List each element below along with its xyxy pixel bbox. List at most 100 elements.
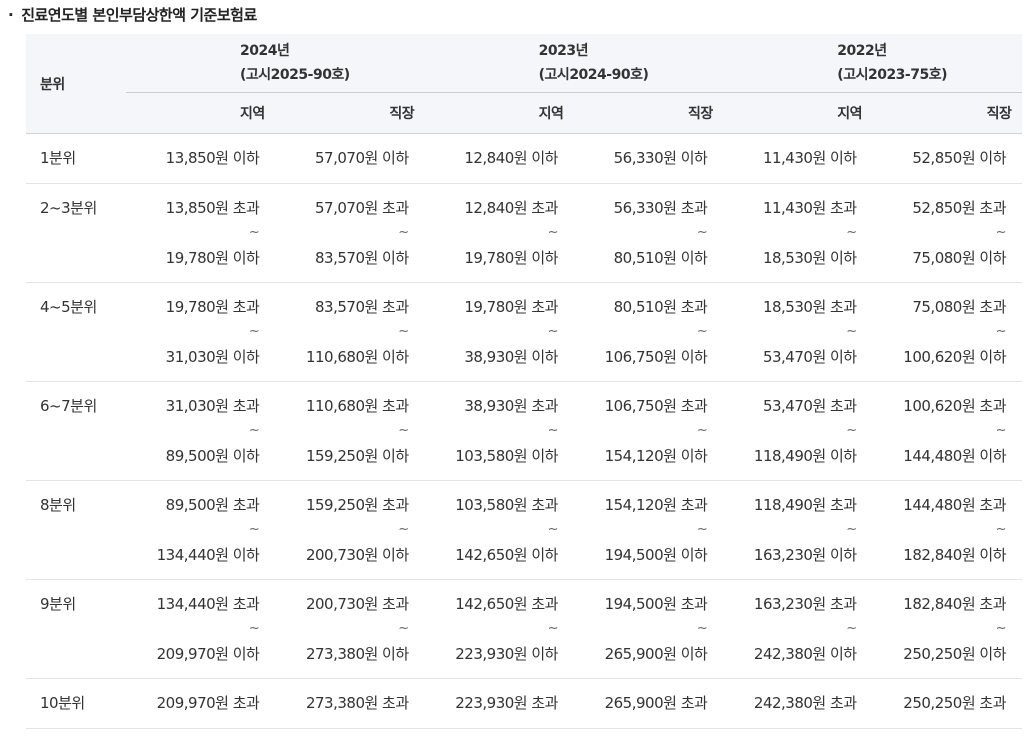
bunwi-label: 6~7분위 (40, 397, 97, 415)
range-separator: ~ (846, 522, 857, 537)
range-separator: ~ (398, 621, 409, 636)
range-end-value: 19,780원 이하 (464, 249, 558, 267)
value-cell: 83,570원 초과 ~110,680원 이하 (275, 282, 425, 382)
value-cell: 53,470원 초과 ~118,490원 이하 (723, 381, 873, 481)
range-start-value: 182,840원 초과 (903, 595, 1006, 613)
value-cell: 56,330원 초과 ~80,510원 이하 (573, 183, 724, 283)
range-end-value: 110,680원 이하 (305, 348, 409, 366)
range-separator: ~ (248, 225, 260, 240)
value-cell: 144,480원 초과 ~182,840원 이하 (872, 480, 1022, 580)
range-separator: ~ (398, 423, 409, 438)
year-label: 2023년 (538, 43, 589, 59)
range-separator: ~ (696, 423, 708, 438)
range-end-value: 265,900원 이하 (604, 645, 708, 663)
range-end-value: 118,490원 이하 (753, 447, 857, 465)
range-end-value: 200,730원 이하 (305, 546, 409, 564)
row-label-bunwi: 6~7분위 (26, 381, 127, 481)
range-end-value: 142,650원 이하 (455, 546, 558, 564)
range-start-value: 110,680원 초과 (305, 397, 409, 415)
range-end-value: 182,840원 이하 (903, 546, 1006, 564)
value-cell: 154,120원 초과 ~194,500원 이하 (573, 480, 724, 580)
range-start-value: 13,850원 이하 (165, 149, 260, 167)
range-end-value: 80,510원 이하 (613, 249, 708, 267)
bunwi-label: 8분위 (40, 496, 76, 514)
range-end-value: 223,930원 이하 (455, 645, 558, 663)
section-title: · 진료연도별 본인부담상한액 기준보험료 (8, 4, 257, 25)
notice-label: (고시2025-90호) (240, 67, 350, 83)
range-separator: ~ (547, 423, 559, 438)
range-end-value: 75,080원 이하 (912, 249, 1006, 267)
value-cell: 19,780원 초과 ~38,930원 이하 (424, 282, 574, 382)
table-header: 분위 2024년 (고시2025-90호) 2023년 (고시2024-90호)… (26, 34, 1022, 134)
value-cell: 163,230원 초과 ~242,380원 이하 (723, 579, 873, 679)
range-start-value: 56,330원 이하 (613, 149, 708, 167)
column-header-region: 지역 (424, 92, 574, 134)
value-cell: 103,580원 초과 ~142,650원 이하 (424, 480, 574, 580)
range-start-value: 19,780원 초과 (165, 298, 260, 316)
range-end-value: 38,930원 이하 (464, 348, 558, 366)
range-end-value: 100,620원 이하 (903, 348, 1006, 366)
value-cell: 118,490원 초과 ~163,230원 이하 (723, 480, 873, 580)
range-end-value: 209,970원 이하 (156, 645, 260, 663)
range-separator: ~ (696, 621, 708, 636)
section-title-text: 진료연도별 본인부담상한액 기준보험료 (21, 6, 257, 24)
range-end-value: 53,470원 이하 (762, 348, 857, 366)
row-label-bunwi: 9분위 (26, 579, 127, 679)
range-start-value: 11,430원 이하 (762, 149, 857, 167)
table-row: 8분위 89,500원 초과 ~134,440원 이하 159,250원 초과 ~200… (26, 480, 1022, 580)
range-separator: ~ (995, 522, 1007, 537)
range-start-value: 83,570원 초과 (315, 298, 409, 316)
range-separator: ~ (248, 621, 260, 636)
range-separator: ~ (696, 225, 708, 240)
value-cell: 80,510원 초과 ~106,750원 이하 (573, 282, 724, 382)
bunwi-label: 9분위 (40, 595, 76, 613)
range-separator: ~ (547, 324, 559, 339)
notice-label: (고시2023-75호) (837, 67, 947, 83)
range-start-value: 80,510원 초과 (613, 298, 708, 316)
column-header-region: 지역 (126, 92, 276, 134)
table-row: 2~3분위 13,850원 초과 ~19,780원 이하 57,070원 초과 ~83,… (26, 183, 1022, 283)
value-cell: 273,380원 초과 (275, 678, 425, 729)
range-start-value: 12,840원 이하 (464, 149, 558, 167)
range-separator: ~ (547, 522, 559, 537)
value-cell: 57,070원 이하 (275, 133, 425, 184)
range-end-value: 31,030원 이하 (165, 348, 260, 366)
range-end-value: 250,250원 이하 (903, 645, 1006, 663)
range-start-value: 56,330원 초과 (613, 199, 708, 217)
bunwi-label: 2~3분위 (40, 199, 97, 217)
row-label-bunwi: 10분위 (26, 678, 127, 729)
column-header-workplace: 직장 (275, 92, 425, 134)
range-separator: ~ (995, 324, 1007, 339)
range-start-value: 134,440원 초과 (156, 595, 260, 613)
value-cell: 242,380원 초과 (723, 678, 873, 729)
value-cell: 31,030원 초과 ~89,500원 이하 (126, 381, 276, 481)
table-row: 10분위 209,970원 초과 273,380원 초과 223,930원 초과 265… (26, 678, 1022, 729)
value-cell: 89,500원 초과 ~134,440원 이하 (126, 480, 276, 580)
range-start-value: 38,930원 초과 (464, 397, 558, 415)
value-cell: 209,970원 초과 (126, 678, 276, 729)
range-start-value: 19,780원 초과 (464, 298, 558, 316)
table-row: 6~7분위 31,030원 초과 ~89,500원 이하 110,680원 초과 ~15… (26, 381, 1022, 481)
range-separator: ~ (398, 225, 409, 240)
value-cell: 12,840원 이하 (424, 133, 574, 184)
range-start-value: 209,970원 초과 (156, 694, 260, 712)
range-separator: ~ (846, 621, 857, 636)
range-start-value: 13,850원 초과 (165, 199, 260, 217)
value-cell: 13,850원 초과 ~19,780원 이하 (126, 183, 276, 283)
range-end-value: 273,380원 이하 (305, 645, 409, 663)
table-body: 1분위 13,850원 이하 57,070원 이하 12,840원 이하 56,330원… (26, 133, 1022, 729)
range-separator: ~ (995, 225, 1007, 240)
range-start-value: 57,070원 이하 (315, 149, 409, 167)
range-separator: ~ (248, 522, 260, 537)
column-header-workplace: 직장 (573, 92, 724, 134)
column-header-year-2023: 2023년 (고시2024-90호) (424, 34, 724, 93)
value-cell: 142,650원 초과 ~223,930원 이하 (424, 579, 574, 679)
range-end-value: 18,530원 이하 (762, 249, 857, 267)
range-start-value: 273,380원 초과 (305, 694, 409, 712)
range-start-value: 52,850원 초과 (912, 199, 1006, 217)
value-cell: 75,080원 초과 ~100,620원 이하 (872, 282, 1022, 382)
value-cell: 110,680원 초과 ~159,250원 이하 (275, 381, 425, 481)
column-header-region: 지역 (723, 92, 873, 134)
bunwi-label: 4~5분위 (40, 298, 97, 316)
range-end-value: 89,500원 이하 (165, 447, 260, 465)
